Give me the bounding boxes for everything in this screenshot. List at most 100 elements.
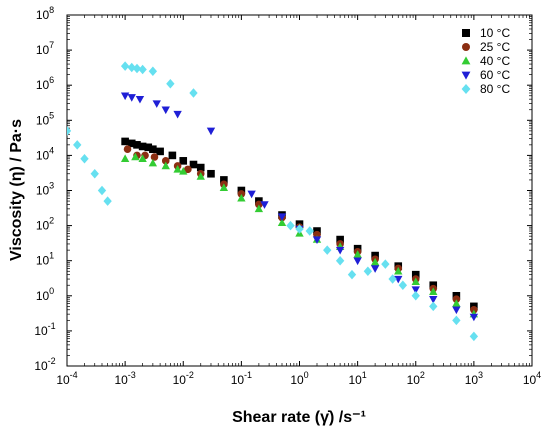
data-point [121, 137, 129, 146]
data-point [237, 190, 246, 198]
legend-label: 10 °C [480, 26, 510, 40]
y-tick-label: 101 [36, 251, 54, 268]
data-point [469, 313, 479, 322]
data-point [148, 66, 158, 76]
data-point [179, 167, 188, 175]
data-point [452, 299, 461, 307]
data-point [335, 255, 345, 266]
data-point [452, 295, 461, 304]
data-point [260, 201, 269, 209]
data-point [335, 246, 345, 255]
y-tick-label: 105 [36, 110, 54, 127]
legend-label: 80 °C [480, 82, 510, 96]
data-point [411, 277, 420, 286]
y-tick-label: 10-2 [34, 356, 55, 373]
data-point [305, 226, 314, 236]
axis-tick-labels: 10-4 10-3 10-2 10-1 100 101 102 103 104 10-2 10-1 1… [34, 5, 541, 387]
data-point [168, 151, 177, 160]
data-point [127, 62, 136, 73]
data-point [206, 127, 216, 136]
data-points [67, 61, 479, 342]
series-3 [120, 152, 479, 318]
data-point [144, 143, 153, 152]
data-point [127, 94, 136, 102]
data-point [470, 305, 478, 314]
data-point [173, 164, 182, 173]
legend-label: 60 °C [480, 68, 510, 82]
x-tick-label: 10-1 [231, 370, 252, 387]
legend-marker [462, 43, 470, 51]
data-point [135, 95, 145, 104]
series-5 [67, 61, 479, 342]
x-tick-label: 101 [348, 370, 366, 387]
data-point [394, 266, 403, 275]
data-point [277, 218, 287, 227]
data-point [452, 306, 461, 315]
data-point [133, 141, 141, 149]
data-point [127, 139, 136, 148]
y-tick-label: 108 [36, 5, 54, 22]
data-point [429, 301, 438, 312]
x-tick-label: 103 [465, 370, 483, 387]
x-tick-label: 10-4 [56, 370, 77, 387]
x-axis-title: Shear rate (γ̇) /s⁻¹ [232, 409, 366, 426]
y-tick-label: 104 [36, 145, 54, 162]
data-point [219, 183, 229, 191]
data-point [161, 161, 170, 170]
data-point [469, 331, 479, 342]
legend-label: 25 °C [480, 40, 510, 54]
data-point [411, 270, 420, 279]
data-point [189, 160, 198, 169]
x-tick-label: 100 [290, 370, 308, 387]
data-point [179, 157, 188, 165]
data-point [132, 63, 142, 74]
data-point [120, 92, 130, 101]
data-point [295, 224, 304, 234]
data-point [312, 236, 322, 244]
x-tick-label: 102 [407, 370, 425, 387]
x-tick-label: 10-3 [114, 370, 135, 387]
data-point [90, 169, 99, 179]
data-point [120, 61, 130, 71]
x-tick-label: 104 [523, 370, 541, 387]
data-point [131, 152, 140, 161]
data-point [196, 163, 205, 172]
data-point [336, 235, 344, 244]
y-tick-label: 10-1 [34, 321, 55, 338]
data-point [370, 257, 380, 266]
data-point [138, 154, 147, 163]
data-point [123, 145, 132, 154]
data-point [220, 176, 228, 184]
data-point [381, 259, 390, 269]
y-tick-label: 107 [36, 40, 54, 57]
data-point [255, 200, 263, 209]
data-point [184, 165, 192, 174]
data-point [398, 280, 408, 290]
legend-marker [461, 71, 471, 80]
data-point [73, 140, 82, 150]
data-point [150, 153, 159, 161]
y-tick-label: 103 [36, 181, 54, 198]
y-tick-label: 100 [36, 286, 54, 303]
x-tick-label: 10-2 [173, 370, 194, 387]
data-point [138, 64, 147, 75]
data-point [189, 88, 198, 98]
data-point [277, 213, 287, 222]
data-point [452, 315, 461, 326]
data-point [161, 157, 170, 165]
axis-ticks [66, 14, 533, 367]
data-point [166, 78, 175, 89]
data-point [196, 172, 205, 180]
data-point [429, 287, 438, 296]
data-point [173, 110, 182, 119]
legend-marker [462, 29, 470, 37]
series-4 [120, 92, 479, 322]
data-point [411, 286, 420, 294]
data-point [411, 291, 420, 301]
data-point [370, 265, 380, 273]
data-point [254, 204, 264, 213]
data-point [67, 126, 72, 136]
data-point [138, 142, 147, 151]
data-point [353, 257, 362, 266]
